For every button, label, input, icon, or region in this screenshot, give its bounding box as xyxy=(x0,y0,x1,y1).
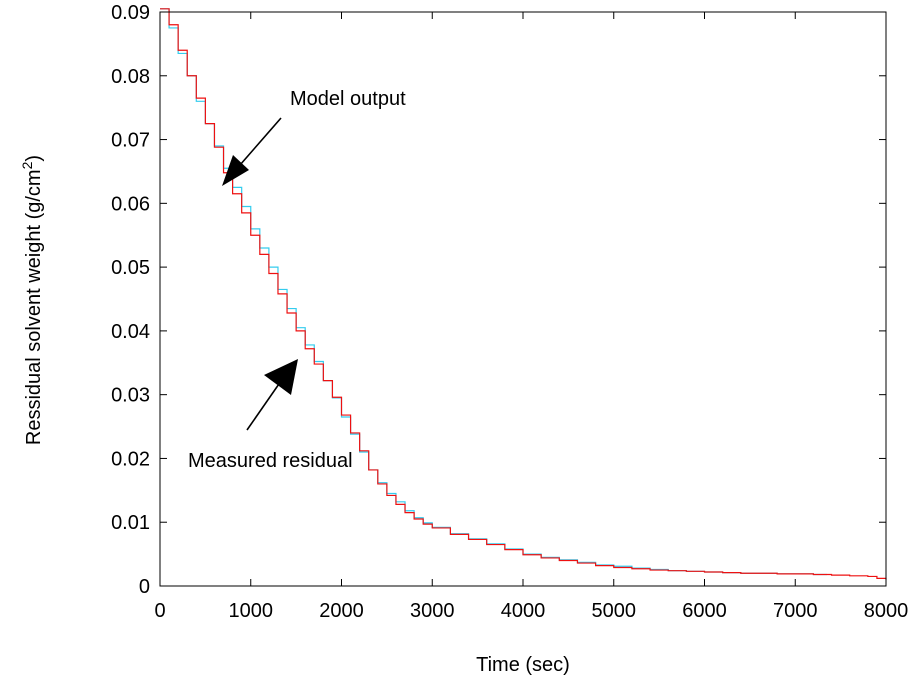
x-tick-label: 6000 xyxy=(682,600,727,622)
y-tick-label: 0.07 xyxy=(111,130,150,152)
y-tick-label: 0.01 xyxy=(111,512,150,534)
y-tick-label: 0.03 xyxy=(111,385,150,407)
x-tick-label: 0 xyxy=(154,600,165,622)
annotation-model-output: Model output xyxy=(290,88,406,110)
y-tick-label: 0.08 xyxy=(111,66,150,88)
annotation-layer: Model output Measured residual xyxy=(188,88,406,472)
y-tick-label: 0.04 xyxy=(111,321,150,343)
series-line-1 xyxy=(160,8,887,580)
x-tick-label: 7000 xyxy=(773,600,818,622)
y-tick-label: 0.09 xyxy=(111,2,150,24)
x-tick-label: 1000 xyxy=(229,600,274,622)
series-line-0 xyxy=(160,8,828,576)
x-tick-label: 2000 xyxy=(319,600,364,622)
x-tick-label: 5000 xyxy=(592,600,637,622)
arrow-model-output-shaft xyxy=(239,117,282,166)
y-axis-label-close: ) xyxy=(23,155,45,162)
y-tick-label: 0.06 xyxy=(111,193,150,215)
y-axis-label-superscript: 2 xyxy=(19,161,35,169)
arrow-model-output-head xyxy=(222,155,249,186)
ticks-layer: 0 1000 2000 3000 4000 5000 6000 7000 8000 0 0.01 0.… xyxy=(111,2,908,622)
y-tick-label: 0.02 xyxy=(111,448,150,470)
x-tick-label: 8000 xyxy=(864,600,909,622)
x-tick-label: 4000 xyxy=(501,600,546,622)
x-tick-label: 3000 xyxy=(410,600,455,622)
y-axis-label: Ressidual solvent weight (g/cm2) xyxy=(19,155,45,445)
y-tick-label: 0.05 xyxy=(111,257,150,279)
y-tick-label: 0 xyxy=(139,576,150,598)
y-axis-label-main: Ressidual solvent weight (g/cm xyxy=(23,169,45,445)
series-layer xyxy=(160,8,887,580)
x-axis-label: Time (sec) xyxy=(476,654,570,676)
annotation-measured-residual: Measured residual xyxy=(188,450,353,472)
arrow-measured-residual-head xyxy=(264,359,298,395)
arrow-measured-residual-shaft xyxy=(246,380,282,431)
